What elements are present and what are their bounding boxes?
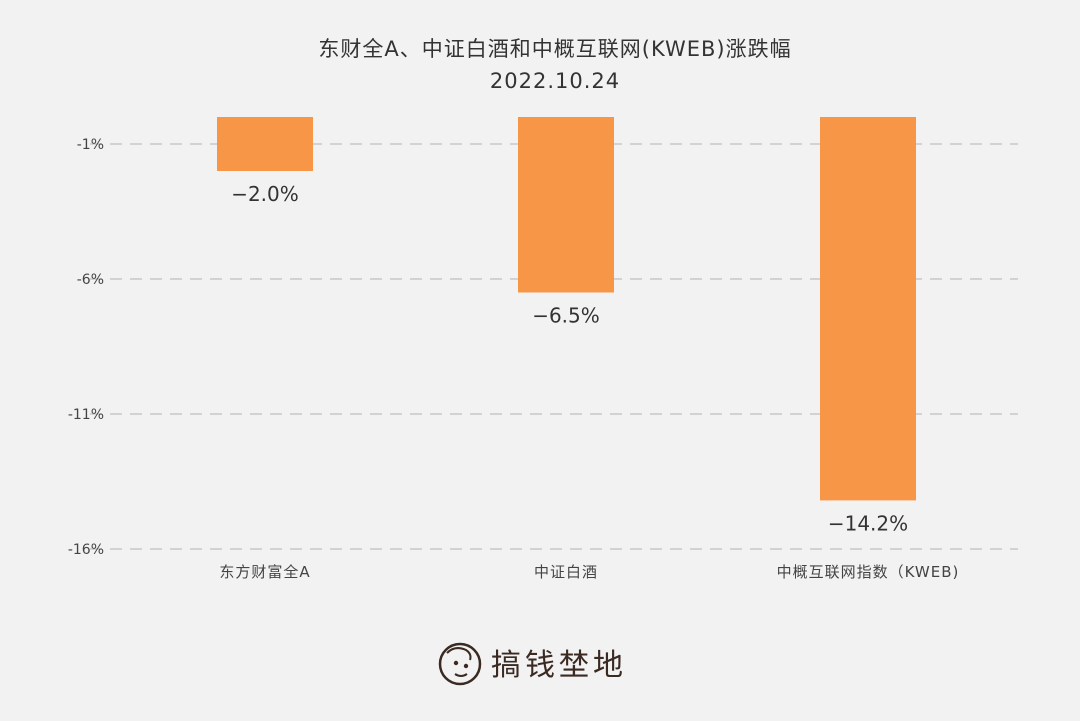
data-label: −14.2% <box>828 511 908 535</box>
brand-name: 搞钱埜地 <box>491 648 627 683</box>
chart-title: 东财全A、中证白酒和中概互联网(KWEB)涨跌幅 <box>318 37 791 61</box>
x-tick-label: 中概互联网指数（KWEB) <box>777 563 960 581</box>
data-label: −6.5% <box>532 304 600 328</box>
chart-subtitle: 2022.10.24 <box>490 69 620 93</box>
cartoon-face-icon <box>438 642 482 686</box>
x-tick-label: 东方财富全A <box>219 563 310 581</box>
bar <box>518 117 614 293</box>
bar-layer <box>217 117 916 501</box>
data-label: −2.0% <box>231 182 299 206</box>
brand-logo: 搞钱埜地 <box>438 642 627 686</box>
y-tick-label: -1% <box>77 137 104 153</box>
bar <box>820 117 916 501</box>
x-tick-label: 中证白酒 <box>534 563 598 581</box>
y-tick-label: -11% <box>68 407 104 423</box>
bar <box>217 117 313 171</box>
y-tick-label: -6% <box>77 272 104 288</box>
label-layer: -1% -6% -11% -16% −2.0% 东方财富全A −6.5% 中证白酒 −14.2%… <box>68 137 960 581</box>
y-tick-label: -16% <box>68 542 104 558</box>
